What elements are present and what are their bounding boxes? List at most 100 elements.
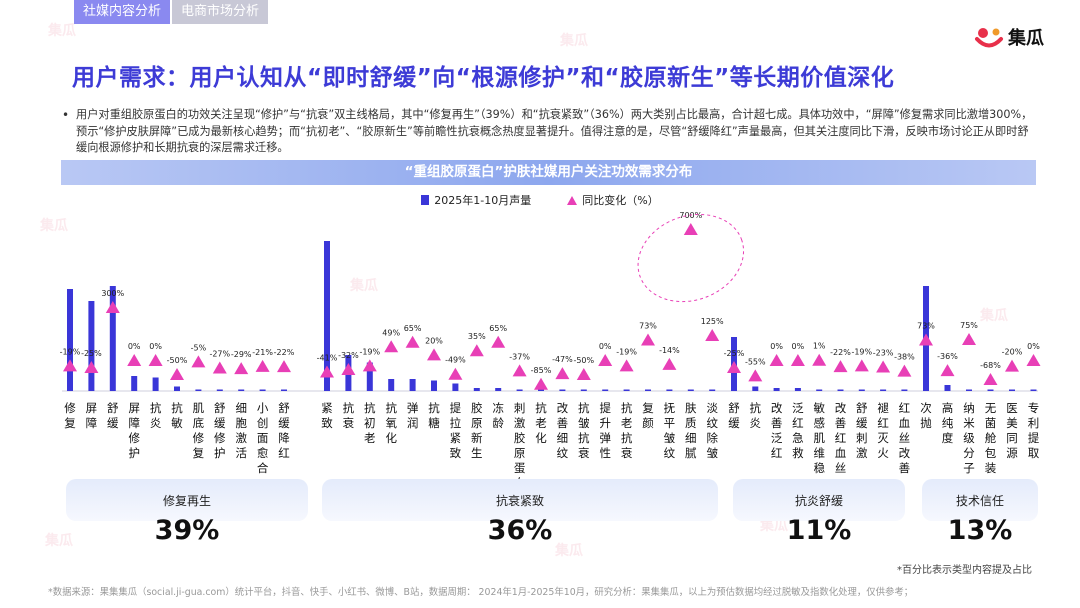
category-label: 舒缓修护 <box>214 401 226 460</box>
volume-bar <box>473 388 480 391</box>
volume-bar <box>880 389 887 391</box>
yoy-label: 125% <box>701 317 724 326</box>
category-label: 冻龄 <box>492 401 504 430</box>
category-label: 屏障 <box>86 401 98 430</box>
category-label: 改善红血丝 <box>835 401 847 475</box>
yoy-label: -50% <box>167 356 188 365</box>
category-label: 紧致 <box>321 401 333 430</box>
group-box-antiaging: 抗衰紧致 <box>322 479 718 521</box>
yoy-marker <box>105 301 120 313</box>
yoy-label: 49% <box>382 328 400 337</box>
yoy-marker <box>469 344 484 357</box>
yoy-marker <box>277 360 291 373</box>
volume-bar <box>67 289 73 391</box>
category-label: 抗衰 <box>343 401 355 430</box>
legend-label-yoy: 同比变化（%） <box>582 194 659 207</box>
yoy-label: -49% <box>445 356 466 365</box>
yoy-label: 0% <box>1027 342 1040 351</box>
yoy-marker <box>919 333 933 346</box>
volume-bar <box>966 389 972 391</box>
yoy-label: 73% <box>639 322 657 331</box>
category-label: 红血丝改善 <box>899 401 911 475</box>
group-box-repair: 修复再生 <box>66 479 308 521</box>
yoy-label: -32% <box>338 351 359 360</box>
footnote-source: *数据来源：果集集瓜（social.ji-gua.com）统计平台，抖音、快手、… <box>48 587 914 598</box>
yoy-label: -50% <box>573 356 594 365</box>
category-label: 次抛 <box>920 401 932 430</box>
category-label: 抚平皱纹 <box>664 401 676 460</box>
yoy-marker <box>576 368 591 380</box>
category-label: 小创面愈合 <box>257 401 269 475</box>
yoy-label: -29% <box>231 350 252 359</box>
yoy-marker <box>405 335 420 348</box>
volume-bar <box>495 388 502 391</box>
volume-bar <box>259 389 266 391</box>
yoy-marker <box>448 367 463 380</box>
volume-bar <box>216 389 223 391</box>
yoy-marker <box>427 348 441 361</box>
brand-logo: 集瓜 <box>974 24 1044 50</box>
category-label: 医美同源 <box>1006 401 1018 460</box>
yoy-marker <box>234 362 249 375</box>
category-label: 提升弹性 <box>599 401 611 460</box>
category-label: 细胞激活 <box>235 401 247 460</box>
group-box-soothing: 抗炎舒缓 <box>733 479 905 521</box>
group-share-soothing: 11% <box>786 515 852 546</box>
summary-text: 用户对重组胶原蛋白的功效关注呈现“修护”与“抗衰”双主线格局，其中“修复再生”（… <box>62 107 1037 157</box>
group-name: 抗炎舒缓 <box>794 494 843 508</box>
volume-bar <box>901 389 908 391</box>
tab-ecommerce-market[interactable]: 电商市场分析 <box>172 0 269 24</box>
yoy-marker <box>598 354 613 366</box>
yoy-label: -85% <box>531 366 552 375</box>
yoy-marker <box>255 359 270 372</box>
tab-social-content[interactable]: 社媒内容分析 <box>74 0 171 24</box>
legend-label-volume: 2025年1-10月声量 <box>434 194 532 207</box>
category-label: 褪红灭火 <box>877 401 889 460</box>
category-label: 舒缓刺激 <box>856 401 868 460</box>
yoy-marker <box>170 368 184 380</box>
volume-bar <box>109 286 116 391</box>
volume-bar <box>195 389 202 391</box>
yoy-marker <box>148 354 163 366</box>
yoy-marker <box>127 354 142 366</box>
yoy-label: -21% <box>252 348 273 357</box>
highlight-ellipse <box>637 213 745 303</box>
volume-bar <box>559 389 566 391</box>
yoy-label: 300% <box>101 289 124 298</box>
yoy-label: 700% <box>679 211 702 220</box>
volume-bar <box>366 362 373 391</box>
yoy-label: 73% <box>917 322 935 331</box>
category-label: 胶原新生 <box>471 401 483 460</box>
yoy-label: 1% <box>813 342 826 351</box>
yoy-marker <box>683 223 698 235</box>
yoy-marker <box>983 373 998 386</box>
yoy-marker <box>876 360 891 373</box>
category-label: 淡纹除皱 <box>706 401 718 460</box>
watermark-glyph: 集瓜 <box>979 307 1008 324</box>
volume-bar <box>431 380 437 391</box>
yoy-marker <box>384 340 399 353</box>
yoy-marker <box>619 359 634 372</box>
yoy-marker <box>191 355 206 368</box>
volume-bar <box>409 379 416 391</box>
volume-bar <box>858 389 865 391</box>
volume-bar <box>174 386 180 391</box>
volume-bar <box>752 386 759 391</box>
yoy-label: -37% <box>509 352 530 361</box>
group-share-antiaging: 36% <box>487 515 553 546</box>
category-label: 刺激胶原蛋白 <box>514 401 526 490</box>
category-label: 改善泛红 <box>771 401 783 460</box>
yoy-label: 65% <box>404 324 422 333</box>
category-label: 抗皱抗衰 <box>578 401 590 460</box>
legend-triangle-icon <box>567 195 578 205</box>
yoy-label: 0% <box>599 342 612 351</box>
yoy-marker <box>854 359 869 372</box>
category-label: 舒缓 <box>107 401 119 430</box>
yoy-label: -47% <box>552 355 573 364</box>
chart-title: “重组胶原蛋白”护肤社媒用户关注功效需求分布 <box>61 160 1036 185</box>
category-label: 高纯度 <box>942 401 954 445</box>
yoy-label: -23% <box>873 348 894 357</box>
volume-bar <box>987 389 994 391</box>
volume-bar <box>709 389 716 391</box>
